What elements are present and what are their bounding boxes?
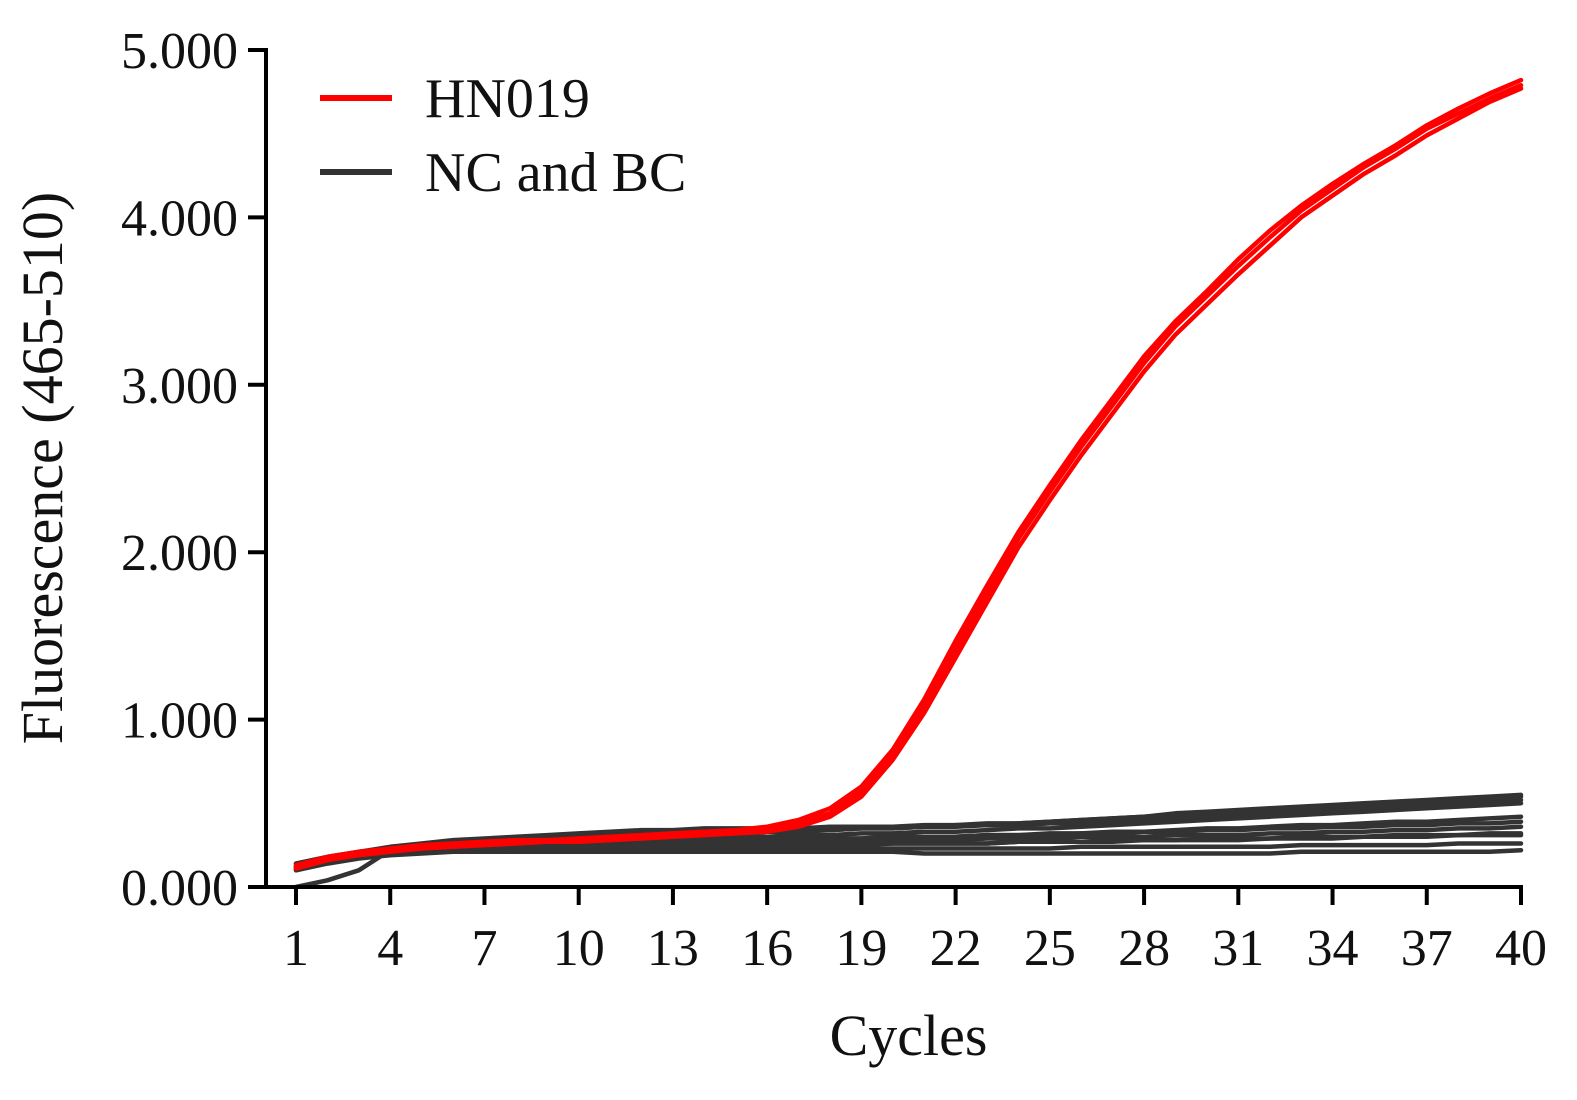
series-line-nc-and-bc: [293, 794, 1524, 866]
x-tick-label: 19: [835, 920, 887, 977]
legend-label-hn019: HN019: [425, 68, 590, 130]
y-tick-label: 2.000: [121, 525, 238, 582]
series-line-hn019: [293, 77, 1524, 868]
x-tick-label: 25: [1024, 920, 1076, 977]
x-tick-label: 1: [283, 920, 309, 977]
x-tick-label: 31: [1212, 920, 1264, 977]
x-axis-title: Cycles: [830, 1003, 988, 1068]
y-tick-label: 5.000: [121, 23, 238, 80]
x-ticks: 1 4 7 10 13 16 19 22 25 28 31 34 37 40: [283, 887, 1547, 977]
x-tick-label: 22: [930, 920, 982, 977]
x-tick-label: 4: [377, 920, 403, 977]
x-tick-label: 37: [1401, 920, 1453, 977]
series-line-nc-and-bc: [293, 831, 1524, 871]
series-layer: [293, 77, 1524, 890]
y-tick-label: 0.000: [121, 860, 238, 917]
y-axis-title: Fluorescence (465-510): [10, 192, 75, 744]
legend-label-nc-and-bc: NC and BC: [425, 142, 686, 204]
x-tick-label: 10: [553, 920, 605, 977]
x-tick-label: 40: [1495, 920, 1547, 977]
x-tick-label: 7: [471, 920, 497, 977]
axes-layer: [264, 48, 1523, 889]
x-tick-label: 34: [1307, 920, 1359, 977]
series-line-hn019: [293, 86, 1524, 871]
y-ticks: 0.000 1.000 2.000 3.000 4.000 5.000: [121, 23, 266, 917]
y-tick-label: 3.000: [121, 358, 238, 415]
y-tick-label: 1.000: [121, 693, 238, 750]
x-tick-label: 16: [741, 920, 793, 977]
x-tick-label: 13: [647, 920, 699, 977]
legend: HN019 NC and BC: [320, 68, 686, 204]
x-tick-label: 28: [1118, 920, 1170, 977]
series-line-nc-and-bc: [293, 847, 1524, 873]
y-tick-label: 4.000: [121, 190, 238, 247]
